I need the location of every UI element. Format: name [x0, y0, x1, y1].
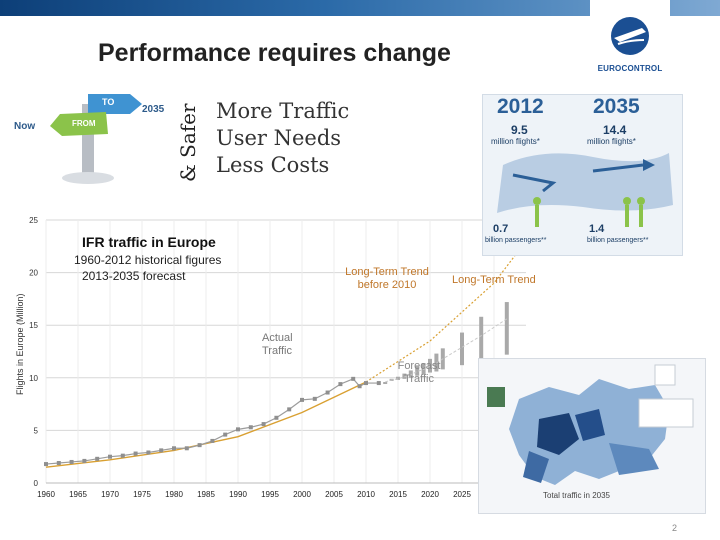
- x-tick-label: 1970: [101, 490, 119, 499]
- x-tick-label: 2015: [389, 490, 407, 499]
- actual-traffic-point: [312, 396, 317, 401]
- actual-traffic-point: [287, 407, 292, 412]
- traffic-infographic: 2012 2035 9.5 14.4 million flights* mill…: [482, 94, 683, 256]
- x-tick-label: 2005: [325, 490, 343, 499]
- x-tick-label: 1995: [261, 490, 279, 499]
- x-tick-label: 1980: [165, 490, 183, 499]
- actual-traffic-point: [146, 450, 151, 455]
- actual-traffic-point: [197, 443, 202, 448]
- actual-traffic-point: [300, 397, 304, 402]
- bullet-item: More Traffic: [216, 99, 350, 123]
- signpost-year: 2035: [142, 104, 165, 115]
- actual-traffic-point: [223, 432, 228, 437]
- eurocontrol-logo-icon: [611, 17, 649, 55]
- forecast-range-bar: [504, 302, 509, 355]
- page-number: 2: [672, 523, 678, 533]
- y-tick-label: 0: [34, 479, 39, 488]
- signpost-to: TO: [102, 97, 115, 107]
- signpost-from: FROM: [72, 119, 96, 128]
- actual-traffic-point: [364, 381, 368, 386]
- x-tick-label: 1985: [197, 490, 215, 499]
- x-tick-label: 1975: [133, 490, 151, 499]
- forecast-range-bar: [396, 376, 400, 380]
- actual-traffic-point: [56, 461, 61, 466]
- forecast-range-bar: [460, 332, 464, 366]
- bullet-item: Less Costs: [216, 153, 330, 177]
- chart-subtitle-2: 2013-2035 forecast: [82, 269, 186, 283]
- signpost-now: Now: [14, 121, 36, 132]
- actual-traffic-point: [184, 446, 189, 451]
- actual-traffic-point: [376, 381, 381, 386]
- actual-traffic-point: [159, 448, 164, 453]
- actual-traffic-point: [357, 384, 362, 389]
- forecast-range-bar: [383, 382, 388, 385]
- actual-traffic-point: [172, 446, 176, 451]
- actual-traffic-point: [236, 427, 240, 432]
- europe-map-inset: Total traffic in 2035: [478, 358, 706, 514]
- actual-traffic-point: [108, 454, 112, 459]
- y-tick-label: 25: [29, 216, 38, 225]
- y-tick-label: 15: [29, 321, 38, 330]
- x-tick-label: 2000: [293, 490, 311, 499]
- y-tick-label: 20: [29, 269, 38, 278]
- actual-traffic-point: [210, 438, 215, 443]
- europe-map-icon: [487, 364, 694, 485]
- chart-ylabel: Flights in Europe (Million): [15, 293, 25, 395]
- actual-traffic-point: [338, 382, 343, 387]
- forecast-range-bar: [415, 366, 420, 376]
- infographic-pax-label-2012: billion passengers**: [485, 237, 547, 244]
- x-tick-label: 2025: [453, 490, 471, 499]
- forecast-range-bar: [479, 316, 484, 361]
- x-tick-label: 1960: [37, 490, 55, 499]
- actual-traffic-point: [82, 458, 87, 463]
- logo: EUROCONTROL: [590, 0, 670, 104]
- infographic-flights-label-2035: million flights*: [587, 137, 636, 146]
- actual-traffic-point: [325, 390, 330, 395]
- infographic-flights-2035: 14.4: [603, 123, 627, 137]
- actual-traffic-point: [351, 376, 356, 381]
- chart-subtitle-1: 1960-2012 historical figures: [74, 253, 222, 267]
- infographic-flights-2012: 9.5: [511, 123, 528, 137]
- actual-traffic-line: [45, 378, 379, 465]
- infographic-pax-2035: 1.4: [589, 223, 605, 235]
- signpost-graphic: Now TO FROM 2035: [10, 86, 170, 186]
- x-tick-label: 1965: [69, 490, 87, 499]
- annotation-long-term-trend: Long-Term Trend: [452, 274, 536, 286]
- actual-traffic-point: [44, 462, 48, 467]
- top-banner: [0, 0, 720, 16]
- infographic-pax-2012: 0.7: [493, 223, 509, 235]
- bullet-list: More Traffic User Needs Less Costs: [216, 98, 349, 179]
- y-tick-label: 5: [34, 426, 39, 435]
- actual-traffic-point: [95, 456, 100, 461]
- actual-traffic-point: [274, 415, 279, 420]
- actual-traffic-point: [120, 453, 125, 458]
- chart-title: IFR traffic in Europe: [82, 234, 216, 250]
- infographic-pax-label-2035: billion passengers**: [587, 237, 649, 244]
- bullet-item: User Needs: [216, 126, 342, 150]
- x-tick-label: 2010: [357, 490, 375, 499]
- trend-line-projection: [365, 240, 527, 383]
- infographic-year-2035: 2035: [593, 95, 640, 118]
- side-label: & Safer: [176, 103, 200, 182]
- infographic-flights-label-2012: million flights*: [491, 137, 540, 146]
- annotation-forecast: Forecast Traffic: [397, 360, 441, 385]
- actual-traffic-point: [69, 459, 74, 464]
- actual-traffic-point: [248, 425, 253, 430]
- x-tick-label: 2020: [421, 490, 439, 499]
- annotation-long-term-before-2010: Long-Term Trend before 2010: [345, 266, 429, 291]
- annotation-actual: Actual Traffic: [262, 332, 293, 357]
- x-tick-label: 1990: [229, 490, 247, 499]
- slide-title: Performance requires change: [98, 39, 451, 67]
- logo-text: EUROCONTROL: [597, 64, 663, 73]
- forecast-line: [385, 318, 508, 383]
- map-caption: Total traffic in 2035: [543, 491, 611, 500]
- actual-traffic-point: [133, 451, 138, 456]
- actual-traffic-point: [261, 422, 266, 427]
- infographic-year-2012: 2012: [497, 95, 544, 118]
- y-tick-label: 10: [29, 374, 38, 383]
